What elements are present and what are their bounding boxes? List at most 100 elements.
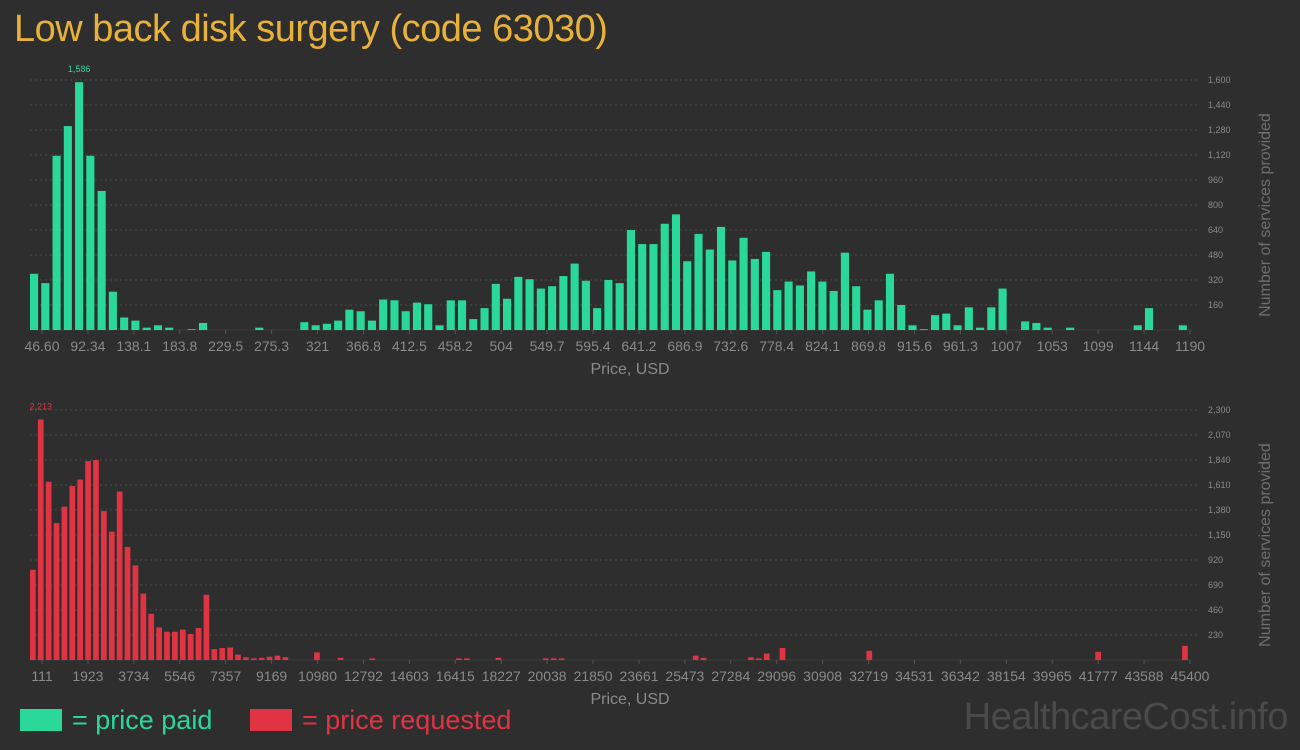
x-axis-title-paid: Price, USD [590,361,669,378]
bar-requested [866,650,873,660]
x-tick-label-paid: 458.2 [438,338,473,354]
y-tick-label-paid: 800 [1208,200,1223,210]
bar-paid [953,325,962,330]
x-tick-label-paid: 915.6 [897,338,932,354]
y-tick-label-requested: 1,840 [1208,455,1231,465]
bar-requested [116,491,123,660]
x-tick-label-requested: 34531 [895,668,934,684]
y-tick-label-requested: 920 [1208,555,1223,565]
x-tick-label-requested: 3734 [118,668,149,684]
bar-paid [942,313,951,330]
bar-requested [132,565,139,660]
bar-paid [1178,325,1187,330]
bar-paid [829,290,838,330]
bar-paid [1144,308,1154,331]
x-tick-label-requested: 14603 [390,668,429,684]
x-tick-label-requested: 39965 [1033,668,1072,684]
bar-paid [705,249,714,330]
x-tick-label-paid: 412.5 [392,338,427,354]
bar-paid [435,325,444,330]
bar-paid [773,290,782,330]
legend-requested: = price requested [250,704,511,736]
bar-requested [30,569,36,660]
bar-paid [480,308,489,331]
y-tick-label-paid: 640 [1208,225,1223,235]
y-tick-label-requested: 690 [1208,580,1223,590]
bar-paid [503,298,512,330]
bar-requested [61,506,68,660]
bar-paid [491,283,500,330]
bar-requested [779,648,786,660]
bar-paid [457,300,467,330]
y-tick-label-requested: 1,610 [1208,480,1231,490]
x-tick-label-requested: 21850 [574,668,613,684]
bar-requested [495,657,502,660]
legend-paid-label: = price paid [72,704,213,735]
bar-paid [604,280,613,330]
bar-requested [550,658,557,660]
bar-requested [195,627,202,660]
bar-paid [469,319,478,330]
bar-paid [1066,327,1075,330]
bar-paid [30,273,39,330]
x-tick-label-paid: 46.60 [24,338,59,354]
x-tick-label-paid: 961.3 [943,338,978,354]
bar-paid [548,286,557,330]
bar-paid [593,308,602,331]
bar-requested [542,658,549,660]
bar-requested [700,657,707,660]
x-tick-label-requested: 9169 [256,668,287,684]
bar-paid [874,300,883,330]
x-tick-label-paid: 1144 [1129,338,1159,354]
bar-paid [626,230,635,330]
bar-requested [164,631,170,660]
y-tick-label-paid: 480 [1208,250,1223,260]
bar-paid [198,322,208,330]
bar-requested [219,648,226,660]
bar-paid [885,273,895,330]
bar-paid [570,263,579,330]
legend-requested-swatch [250,709,292,731]
bar-requested [558,658,565,660]
bar-requested [93,460,99,660]
x-tick-label-requested: 25473 [665,668,704,684]
bar-paid [525,279,534,330]
bar-paid [998,288,1007,330]
bar-requested [456,658,462,660]
bar-paid [401,311,410,330]
x-tick-label-requested: 10980 [298,668,337,684]
bar-paid [976,327,985,330]
bar-paid [649,244,658,330]
max-value-label-paid: 1,586 [68,64,91,74]
x-tick-label-requested: 38154 [987,668,1026,684]
bar-paid [142,327,151,330]
watermark: HealthcareCost.info [963,696,1289,738]
bar-paid [784,281,793,330]
x-tick-label-requested: 30908 [803,668,842,684]
x-tick-label-paid: 366.8 [346,338,381,354]
x-tick-label-paid: 595.4 [576,338,611,354]
y-tick-label-paid: 160 [1208,300,1223,310]
x-tick-label-paid: 824.1 [805,338,840,354]
x-tick-label-paid: 275.3 [254,338,289,354]
bar-paid [187,329,196,330]
bar-requested [156,627,162,660]
bar-paid [86,155,95,330]
bar-paid [1133,325,1142,330]
bar-requested [85,461,91,660]
bar-paid [660,223,669,330]
x-tick-label-requested: 1923 [72,668,103,684]
bar-requested [101,511,107,660]
x-tick-label-requested: 32719 [849,668,888,684]
x-tick-label-requested: 18227 [482,668,521,684]
y-tick-label-requested: 2,070 [1208,430,1231,440]
bar-requested [1095,651,1101,660]
bar-paid [75,82,84,330]
legend-requested-label: = price requested [302,704,512,735]
bar-requested [53,523,60,660]
bar-requested [314,652,320,660]
x-tick-label-paid: 686.9 [667,338,702,354]
x-tick-label-paid: 1099 [1083,338,1114,354]
bar-paid [153,325,162,330]
